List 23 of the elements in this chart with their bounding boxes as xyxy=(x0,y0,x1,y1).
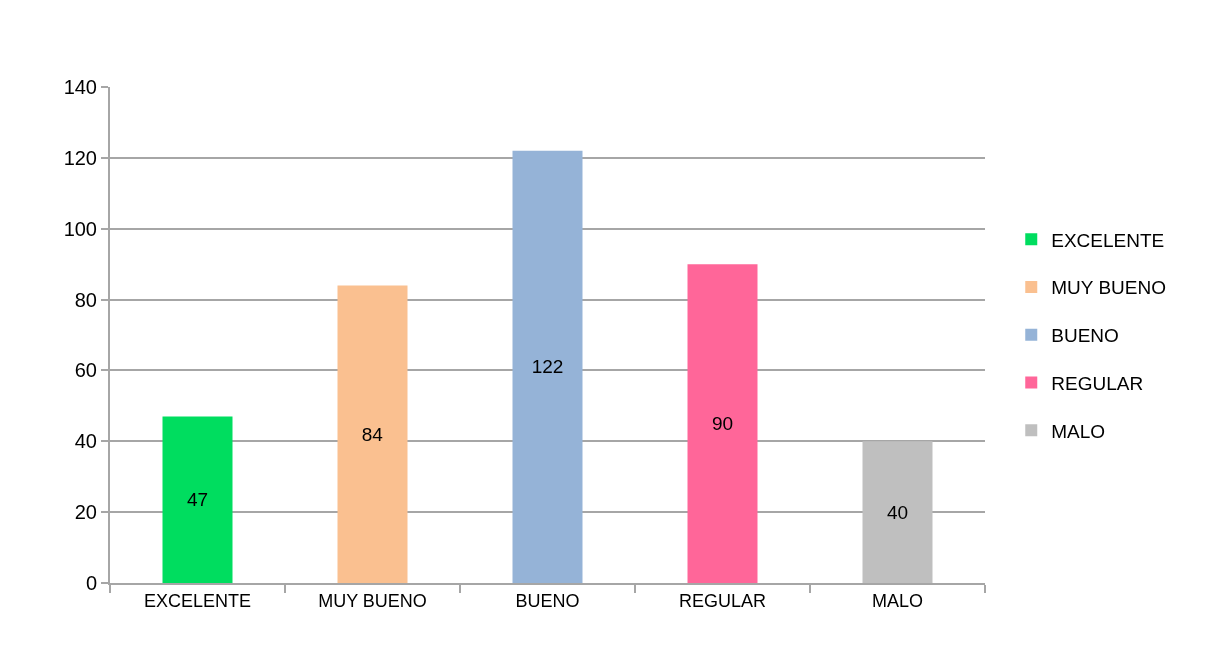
x-tick-label: REGULAR xyxy=(678,590,767,611)
y-tick-label: 120 xyxy=(63,146,97,169)
data-label: 90 xyxy=(711,413,734,435)
legend-label: MALO xyxy=(1051,420,1106,442)
x-tick-label: MUY BUENO xyxy=(318,590,427,611)
data-label: 122 xyxy=(531,356,564,378)
y-tick-label: 100 xyxy=(63,217,97,240)
y-tick-label: 80 xyxy=(74,288,97,311)
y-tick-label: 140 xyxy=(63,76,97,98)
x-tick-label: MALO xyxy=(871,590,924,611)
data-label: 84 xyxy=(361,423,384,445)
legend-label: EXCELENTE xyxy=(1051,229,1165,251)
data-label: 40 xyxy=(886,501,909,523)
data-label: 47 xyxy=(186,489,209,511)
legend-label: REGULAR xyxy=(1051,372,1144,394)
x-tick-label: EXCELENTE xyxy=(143,590,252,611)
y-tick-label: 40 xyxy=(74,430,97,453)
legend-label: BUENO xyxy=(1051,325,1119,347)
legend-label: MUY BUENO xyxy=(1051,277,1166,299)
y-tick-label: 20 xyxy=(74,501,97,524)
x-tick-label: BUENO xyxy=(515,590,580,611)
y-tick-label: 60 xyxy=(74,359,97,382)
y-tick-label: 0 xyxy=(85,572,97,594)
